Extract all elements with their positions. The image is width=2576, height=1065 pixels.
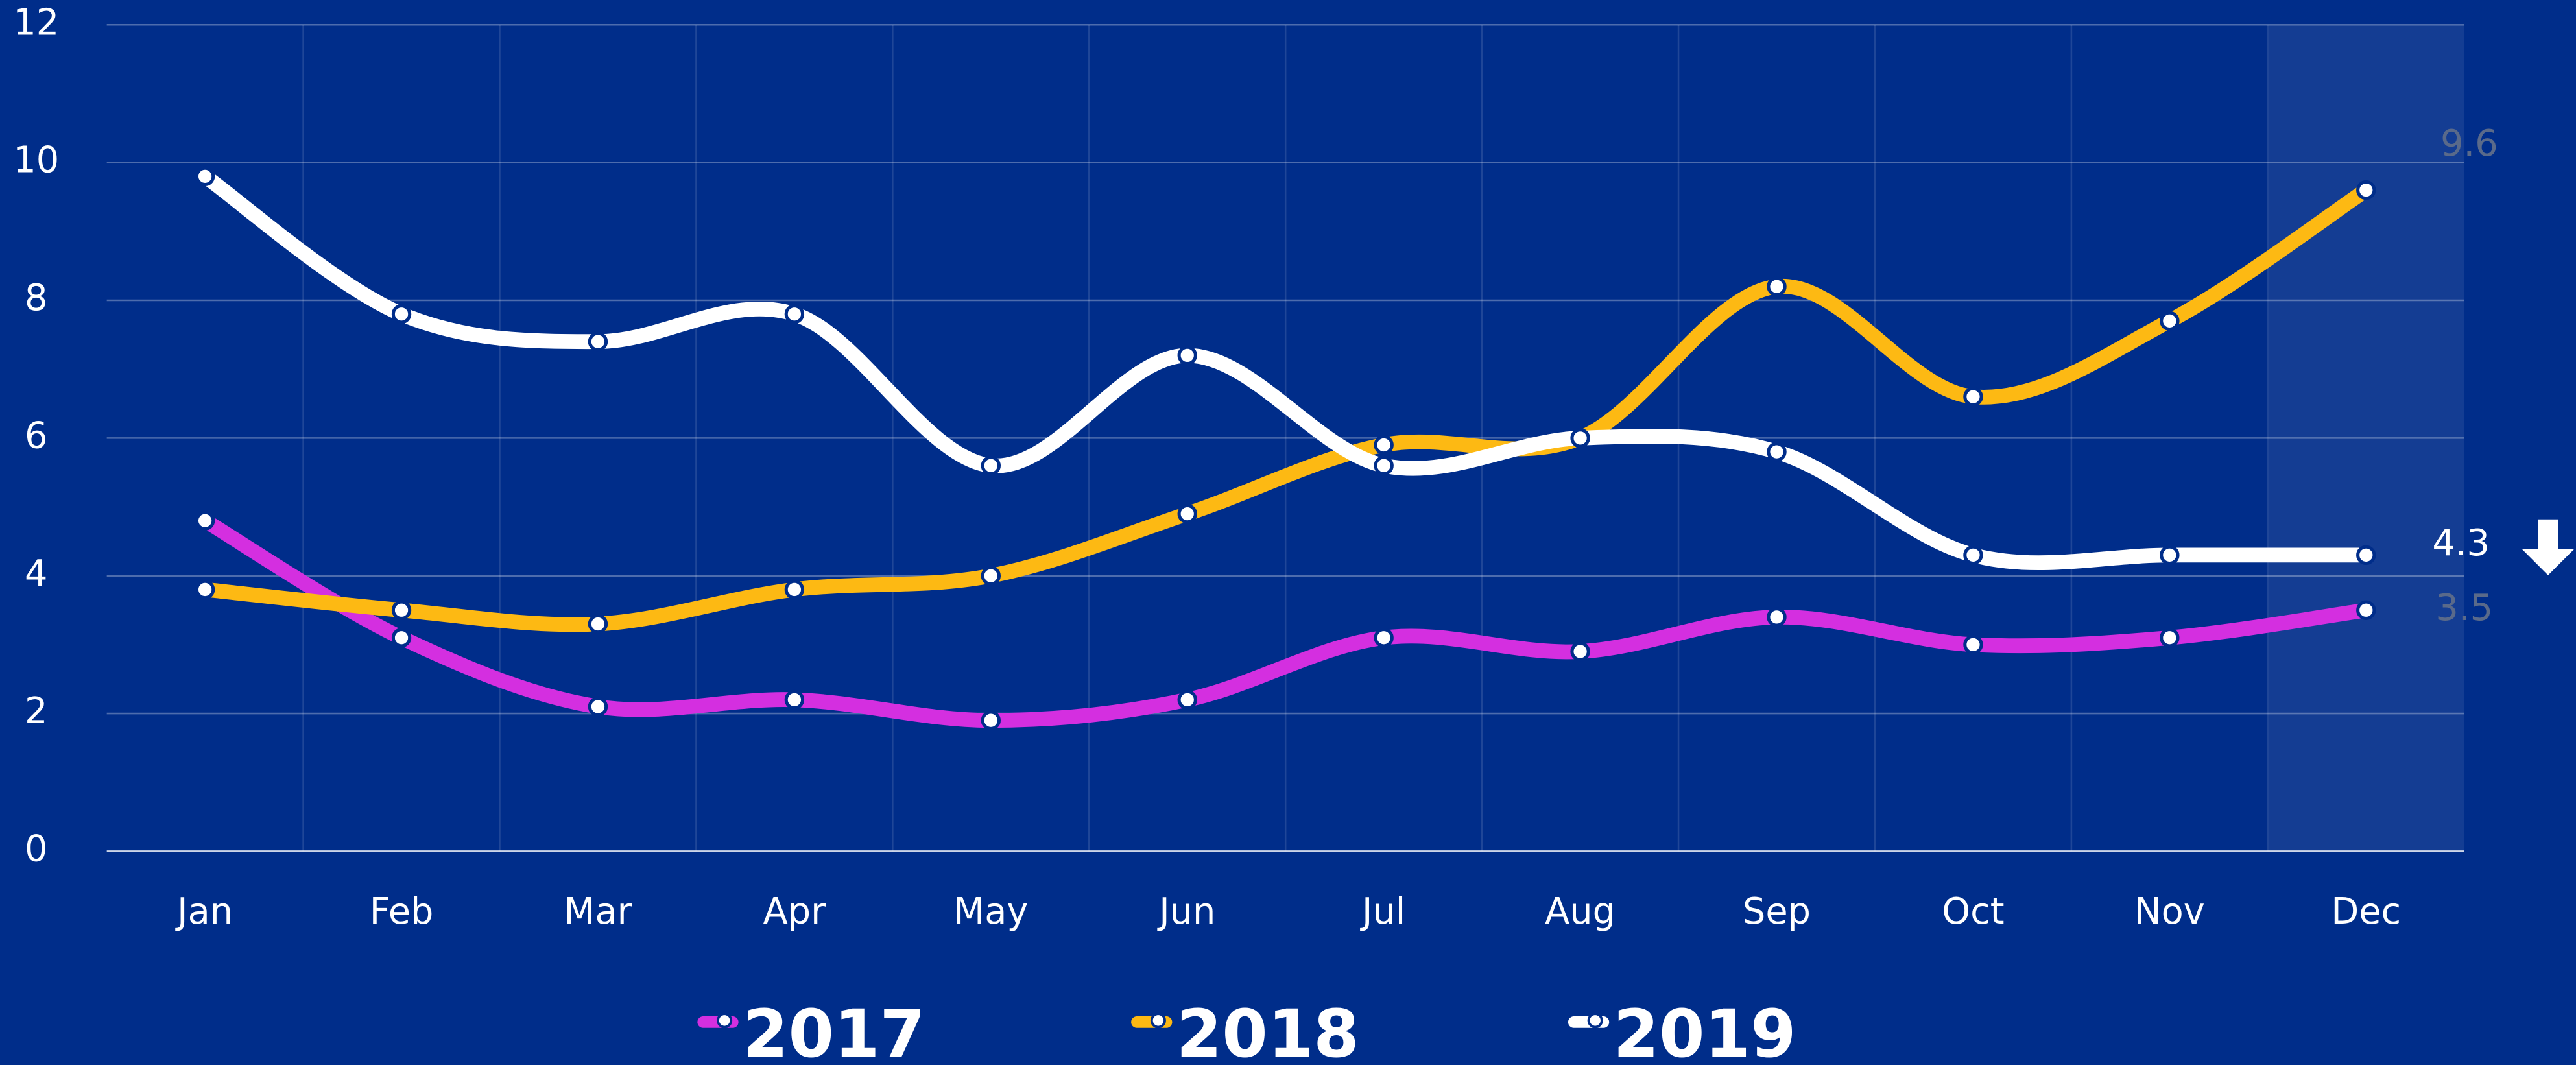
- x-tick-label: Aug: [1545, 891, 1616, 933]
- data-point: [1374, 435, 1394, 455]
- end-value-label: 3.5: [2435, 587, 2493, 629]
- data-point: [2160, 628, 2180, 648]
- x-tick-label: Apr: [763, 891, 826, 933]
- series-line: [197, 513, 2374, 728]
- legend-dot: [717, 1012, 733, 1029]
- data-point: [2160, 311, 2180, 331]
- data-point: [1767, 276, 1787, 296]
- data-point: [2356, 600, 2376, 620]
- data-point: [391, 304, 412, 324]
- data-point: [2356, 545, 2376, 566]
- data-point: [1374, 628, 1394, 648]
- data-point: [1963, 634, 1983, 655]
- data-point: [391, 600, 412, 620]
- x-tick-label: Jan: [175, 891, 233, 933]
- data-point: [1570, 641, 1590, 662]
- legend-dot: [1150, 1012, 1166, 1029]
- data-point: [588, 614, 608, 634]
- data-point: [1963, 387, 1983, 407]
- data-point: [588, 697, 608, 717]
- data-point: [195, 510, 215, 531]
- down-arrow: [2522, 519, 2575, 575]
- data-point: [195, 579, 215, 600]
- data-point: [1767, 442, 1787, 462]
- data-point: [1177, 345, 1197, 366]
- data-point: [981, 566, 1001, 586]
- end-value-label: 9.6: [2440, 123, 2498, 165]
- legend-label: 2018: [1176, 996, 1359, 1065]
- y-tick-label: 4: [25, 553, 47, 595]
- y-tick-label: 8: [25, 277, 47, 319]
- y-tick-label: 12: [13, 1, 59, 43]
- data-point: [2160, 545, 2180, 566]
- data-point: [1177, 503, 1197, 524]
- x-tick-label: Sep: [1743, 891, 1811, 933]
- data-point: [1963, 545, 1983, 566]
- x-tick-label: Jun: [1157, 891, 1215, 933]
- data-point: [2356, 180, 2376, 200]
- x-tick-label: Dec: [2331, 891, 2401, 933]
- x-tick-label: Feb: [370, 891, 434, 933]
- data-point: [1374, 455, 1394, 476]
- y-tick-label: 0: [25, 828, 47, 870]
- legend-label: 2019: [1614, 996, 1796, 1065]
- data-point: [588, 331, 608, 352]
- highlight-column: [2269, 25, 2464, 852]
- legend-dot: [1587, 1012, 1603, 1029]
- data-point: [391, 628, 412, 648]
- x-tick-label: Jul: [1360, 891, 1405, 933]
- end-value-label: 4.3: [2432, 522, 2490, 564]
- data-point: [195, 166, 215, 187]
- x-tick-label: Oct: [1942, 891, 2004, 933]
- data-point: [784, 689, 805, 710]
- y-tick-label: 10: [13, 139, 59, 182]
- data-point: [1767, 607, 1787, 627]
- x-tick-label: Nov: [2134, 891, 2205, 933]
- x-tick-label: Mar: [564, 891, 632, 933]
- data-point: [981, 455, 1001, 476]
- data-point: [784, 579, 805, 600]
- data-point: [784, 304, 805, 324]
- data-point: [1177, 689, 1197, 710]
- y-tick-label: 2: [25, 690, 47, 732]
- legend-label: 2017: [743, 996, 925, 1065]
- data-point: [981, 710, 1001, 730]
- data-point: [1570, 428, 1590, 448]
- y-tick-label: 6: [25, 414, 47, 457]
- x-tick-label: May: [953, 891, 1028, 933]
